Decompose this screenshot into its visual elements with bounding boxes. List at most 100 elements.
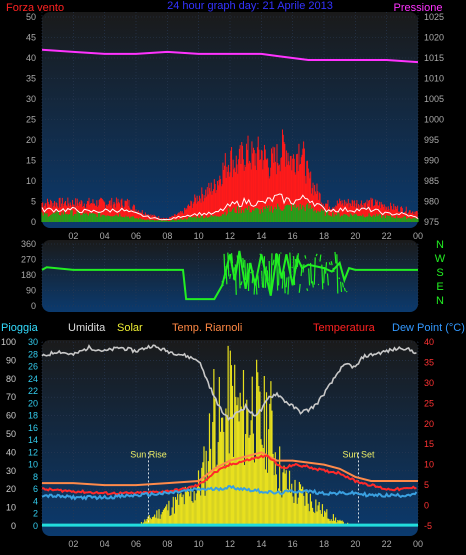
rain-tick-label: 80 [6, 374, 16, 384]
x-tick-label: 04 [100, 539, 110, 549]
direction-jitter [319, 254, 322, 262]
x-tick-label: 10 [194, 231, 204, 241]
compass-label: N [436, 295, 444, 307]
pressure-tick-label: 1000 [424, 115, 444, 125]
direction-jitter [274, 253, 277, 270]
direction-tick-label: 90 [26, 286, 36, 296]
direction-jitter [328, 262, 331, 266]
compass-label: E [436, 281, 443, 293]
direction-jitter [277, 253, 281, 286]
mid-tick-label: 0 [33, 521, 38, 531]
wind-tick-label: 25 [26, 115, 36, 125]
pressure-line [41, 48, 419, 64]
mid-tick-label: 22 [28, 386, 38, 396]
direction-tick-label: 0 [31, 301, 36, 311]
rain-tick-label: 10 [6, 503, 16, 513]
temp-tick-label: 10 [424, 460, 434, 470]
direction-tick-label: 270 [21, 255, 36, 265]
temp-tick-label: -5 [424, 521, 432, 531]
x-tick-label: 02 [68, 539, 78, 549]
direction-jitter [332, 267, 335, 273]
dewpoint-line [41, 484, 418, 501]
x-tick-label: 16 [288, 231, 298, 241]
direction-jitter [315, 253, 318, 257]
direction-jitter [227, 252, 230, 277]
direction-jitter [330, 261, 333, 266]
x-tick-label: 08 [162, 231, 172, 241]
sun-label: Sun Set [342, 449, 375, 459]
direction-jitter [294, 259, 298, 269]
direction-jitter [238, 256, 241, 289]
pressure-tick-label: 1020 [424, 33, 444, 43]
legend-dewpoint: Dew Point (°C) [392, 322, 465, 334]
x-tick-label: 06 [131, 539, 141, 549]
rain-tick-label: 70 [6, 392, 16, 402]
wind-tick-label: 30 [26, 94, 36, 104]
direction-jitter [291, 266, 293, 269]
mid-tick-label: 6 [33, 484, 38, 494]
mid-tick-label: 26 [28, 362, 38, 372]
x-tick-label: 18 [319, 539, 329, 549]
pressure-tick-label: 1025 [424, 12, 444, 22]
legend-riarnoli: Temp. Riarnoli [172, 322, 242, 334]
temp-tick-label: 30 [424, 378, 434, 388]
temp-tick-label: 15 [424, 439, 434, 449]
wind-tick-label: 5 [31, 197, 36, 207]
direction-jitter [236, 255, 239, 263]
compass-label: W [435, 253, 446, 265]
direction-jitter [229, 273, 232, 279]
x-tick-label: 02 [68, 231, 78, 241]
direction-jitter [255, 281, 258, 295]
x-tick-label: 08 [162, 539, 172, 549]
direction-jitter [340, 281, 343, 293]
direction-jitter [232, 267, 235, 280]
compass-label: S [436, 267, 443, 279]
direction-jitter [261, 270, 264, 288]
legend-temperatura: Temperatura [313, 322, 376, 334]
direction-jitter [293, 256, 296, 286]
rain-tick-label: 60 [6, 411, 16, 421]
humidity-line [41, 344, 417, 422]
direction-jitter [247, 262, 251, 292]
x-tick-label: 10 [194, 539, 204, 549]
direction-jitter [281, 273, 284, 289]
direction-jitter [272, 259, 275, 266]
direction-tick-label: 180 [21, 270, 36, 280]
direction-jitter [341, 282, 345, 288]
mid-tick-label: 8 [33, 472, 38, 482]
wind-tick-label: 50 [26, 12, 36, 22]
mid-tick-label: 12 [28, 447, 38, 457]
pressure-tick-label: 1010 [424, 74, 444, 84]
direction-jitter [326, 273, 329, 286]
wind-tick-label: 35 [26, 74, 36, 84]
x-tick-label: 16 [288, 539, 298, 549]
wind-tick-label: 0 [31, 217, 36, 227]
mid-tick-label: 28 [28, 349, 38, 359]
x-tick-label: 18 [319, 231, 329, 241]
pressure-tick-label: 1005 [424, 94, 444, 104]
direction-jitter [321, 264, 324, 290]
mid-tick-label: 10 [28, 460, 38, 470]
mid-tick-label: 2 [33, 509, 38, 519]
pressure-tick-label: 995 [424, 135, 439, 145]
mid-tick-label: 24 [28, 374, 38, 384]
direction-jitter [323, 267, 326, 284]
rain-tick-label: 20 [6, 484, 16, 494]
direction-jitter [309, 262, 313, 284]
wind-tick-label: 15 [26, 156, 36, 166]
pressure-tick-label: 1015 [424, 53, 444, 63]
direction-jitter [240, 281, 243, 286]
rain-tick-label: 50 [6, 429, 16, 439]
rain-tick-label: 30 [6, 466, 16, 476]
x-tick-label: 12 [225, 539, 235, 549]
direction-jitter [334, 251, 337, 264]
direction-jitter [311, 281, 314, 288]
direction-jitter [276, 253, 279, 291]
direction-jitter [336, 254, 339, 294]
temp-tick-label: 35 [424, 357, 434, 367]
x-tick-label: 00 [413, 539, 423, 549]
temp-tick-label: 40 [424, 337, 434, 347]
direction-jitter [268, 260, 271, 295]
x-tick-label: 14 [256, 231, 266, 241]
direction-jitter [296, 253, 299, 268]
